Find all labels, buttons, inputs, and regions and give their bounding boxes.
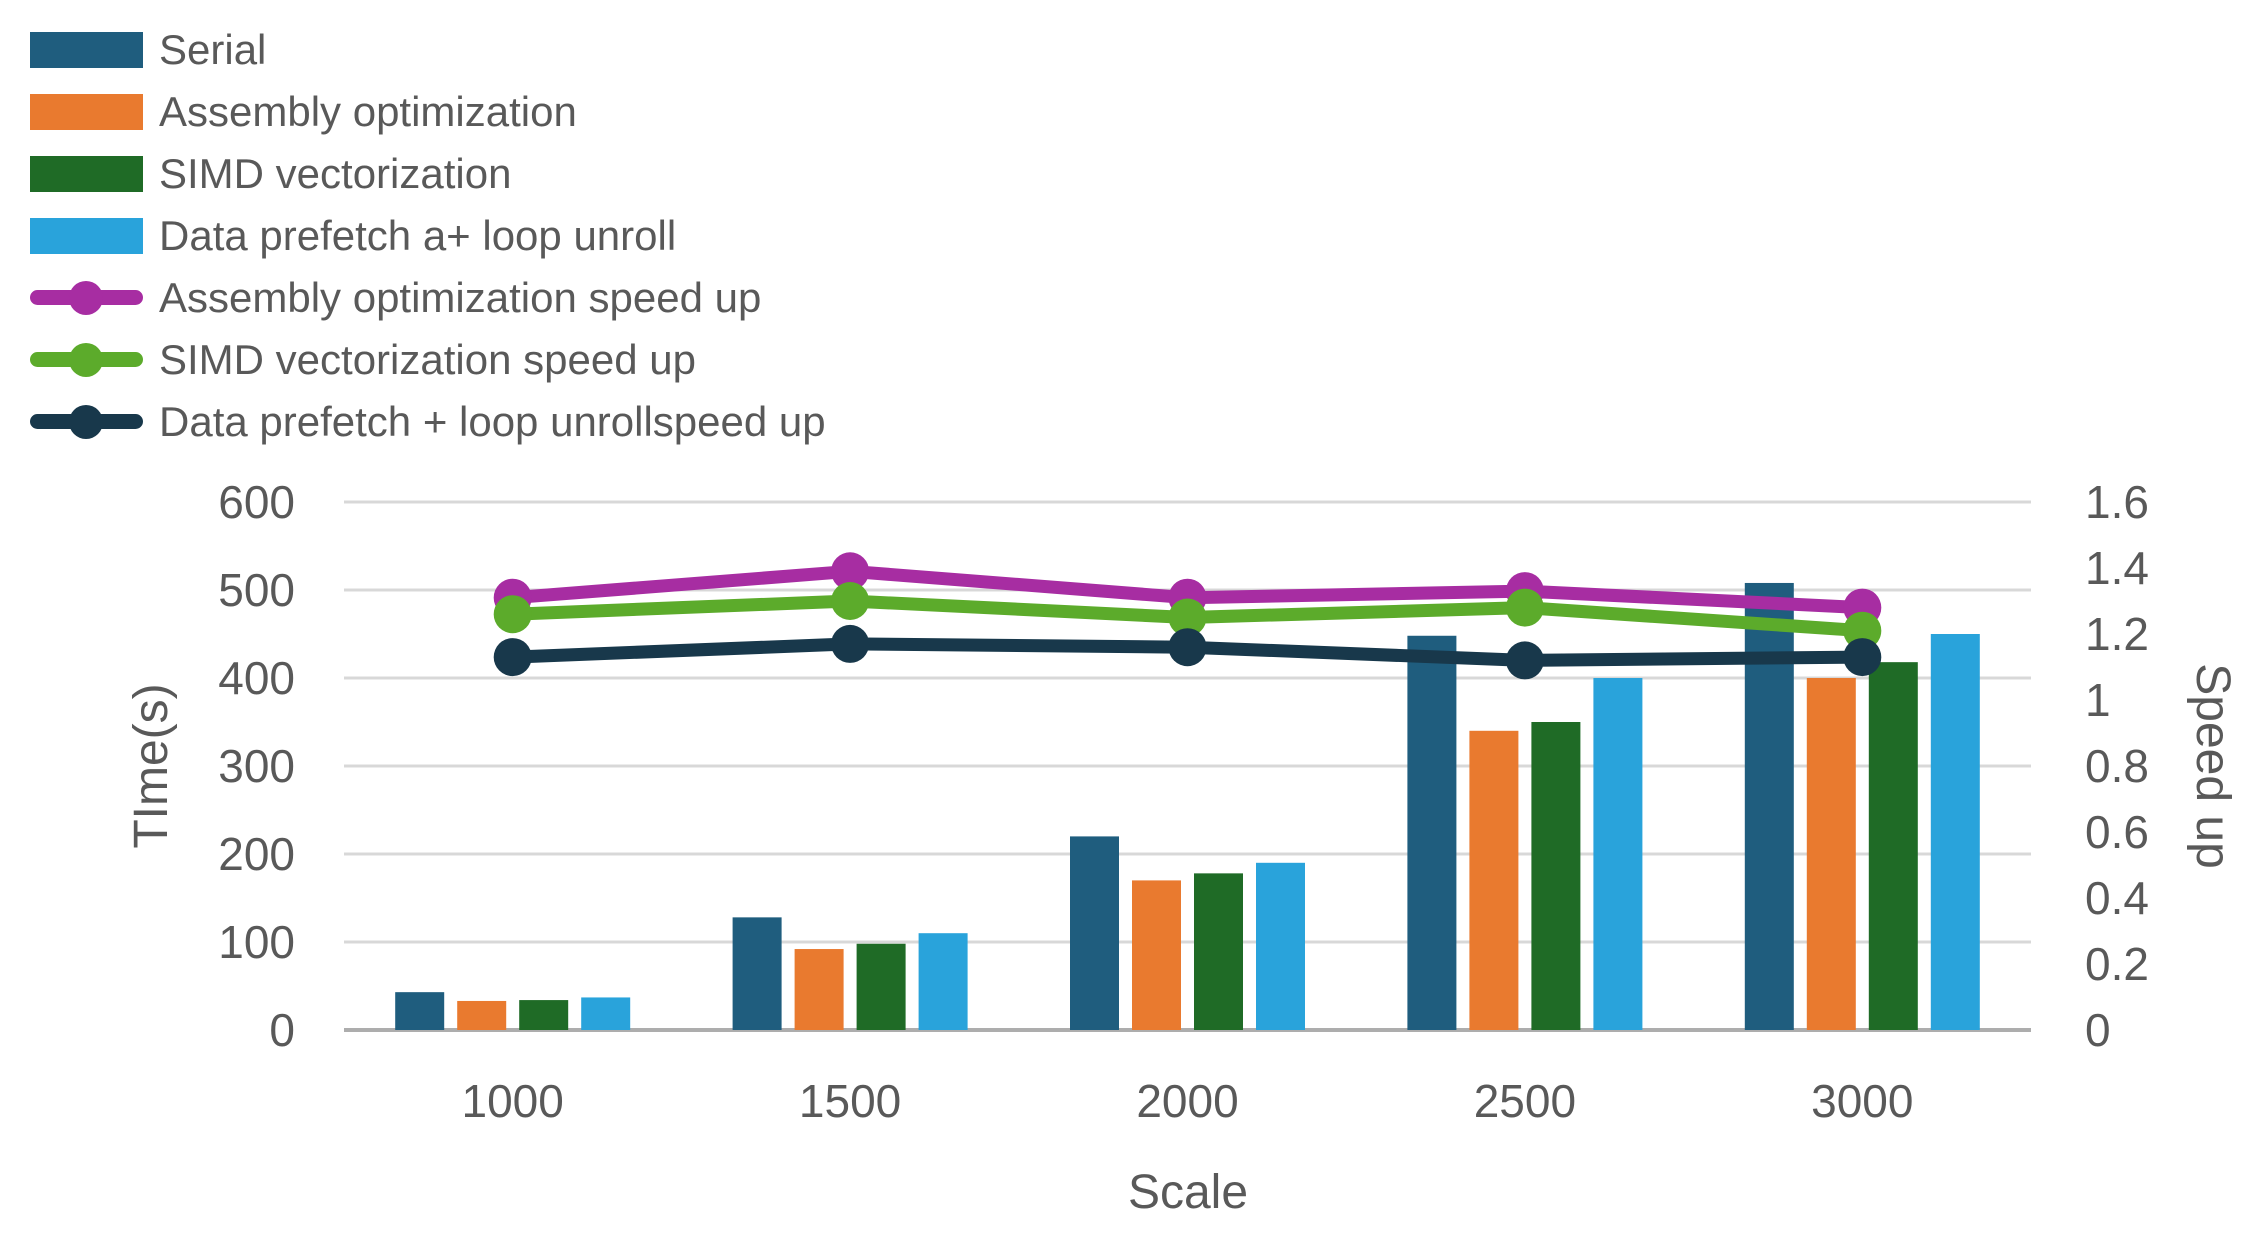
legend-bar-swatch — [30, 31, 143, 69]
x-axis-title: Scale — [1127, 1166, 1249, 1219]
speedup-marker — [493, 595, 532, 634]
left-tick-label: 500 — [218, 564, 295, 616]
legend-line-swatch — [30, 403, 143, 441]
bar — [457, 1000, 507, 1030]
legend-item: SIMD vectorization — [30, 143, 826, 205]
bar — [1070, 836, 1119, 1030]
x-tick-label: 1000 — [462, 1075, 564, 1127]
legend-line-swatch — [30, 279, 143, 317]
bar — [1132, 880, 1181, 1030]
bar — [918, 933, 968, 1030]
right-tick-label: 0 — [2085, 1004, 2111, 1056]
legend-swatch-color — [30, 218, 143, 254]
left-axis-title: TIme(s) — [125, 683, 178, 849]
bar — [581, 997, 631, 1030]
right-axis-title: Speed up — [2186, 663, 2239, 869]
left-tick-label: 600 — [218, 476, 295, 528]
x-tick-label: 2000 — [1136, 1075, 1238, 1127]
legend-bar-swatch — [30, 93, 143, 131]
legend-label: Data prefetch + loop unrollspeed up — [159, 398, 826, 445]
legend-label: Serial — [159, 26, 267, 73]
legend-swatch-color — [30, 156, 143, 192]
legend-swatch-marker — [69, 343, 103, 377]
right-tick-label: 1.2 — [2085, 608, 2149, 660]
legend-label: Data prefetch a+ loop unroll — [159, 212, 677, 259]
right-tick-label: 1.4 — [2085, 542, 2149, 594]
bar — [1744, 582, 1794, 1030]
bar — [1194, 873, 1243, 1030]
left-tick-label: 200 — [218, 828, 295, 880]
right-tick-label: 0.8 — [2085, 740, 2149, 792]
legend-label: Assembly optimization speed up — [159, 274, 762, 321]
legend-item: Serial — [30, 19, 826, 81]
x-tick-label: 2500 — [1474, 1075, 1576, 1127]
legend-item: Data prefetch + loop unrollspeed up — [30, 391, 826, 453]
speedup-marker — [1843, 638, 1882, 677]
bar — [1930, 634, 1980, 1030]
x-tick-label: 3000 — [1811, 1075, 1913, 1127]
left-tick-label: 300 — [218, 740, 295, 792]
bar — [395, 992, 445, 1030]
right-tick-label: 0.4 — [2085, 872, 2149, 924]
bar — [1469, 730, 1519, 1030]
x-tick-label: 1500 — [799, 1075, 901, 1127]
legend-item: Assembly optimization speed up — [30, 267, 826, 329]
speedup-marker — [831, 552, 870, 591]
left-tick-label: 0 — [269, 1004, 295, 1056]
legend-swatch-marker — [69, 405, 103, 439]
bar — [732, 917, 782, 1030]
left-tick-label: 100 — [218, 916, 295, 968]
right-tick-label: 1.6 — [2085, 476, 2149, 528]
legend-bar-swatch — [30, 155, 143, 193]
left-tick-label: 400 — [218, 652, 295, 704]
legend-label: Assembly optimization — [159, 88, 577, 135]
legend-swatch-color — [30, 94, 143, 130]
legend-item: SIMD vectorization speed up — [30, 329, 826, 391]
speedup-marker — [831, 624, 870, 663]
bar — [1806, 678, 1856, 1030]
legend-item: Data prefetch a+ loop unroll — [30, 205, 826, 267]
legend-label: SIMD vectorization — [159, 150, 512, 197]
bar — [794, 949, 844, 1030]
legend-label: SIMD vectorization speed up — [159, 336, 696, 383]
right-tick-label: 1 — [2085, 674, 2111, 726]
legend-line-swatch — [30, 341, 143, 379]
legend-item: Assembly optimization — [30, 81, 826, 143]
bar — [519, 1000, 569, 1030]
legend-swatch-marker — [69, 281, 103, 315]
speedup-marker — [1168, 628, 1207, 667]
legend-bar-swatch — [30, 217, 143, 255]
speedup-marker — [493, 638, 532, 677]
speedup-marker — [1505, 641, 1544, 680]
legend-swatch-color — [30, 32, 143, 68]
bar — [856, 943, 906, 1030]
speedup-marker — [831, 582, 870, 620]
speedup-marker — [1505, 588, 1544, 627]
speedup-marker — [1168, 598, 1207, 637]
right-tick-label: 0.2 — [2085, 938, 2149, 990]
speedup-marker — [1843, 611, 1882, 650]
bar — [1256, 862, 1305, 1030]
bar — [1407, 635, 1457, 1030]
right-tick-label: 0.6 — [2085, 806, 2149, 858]
bar — [1868, 662, 1918, 1030]
bar — [1531, 722, 1581, 1030]
legend: Serial Assembly optimization SIMD vectoriz… — [30, 19, 826, 453]
bar — [1593, 678, 1643, 1030]
